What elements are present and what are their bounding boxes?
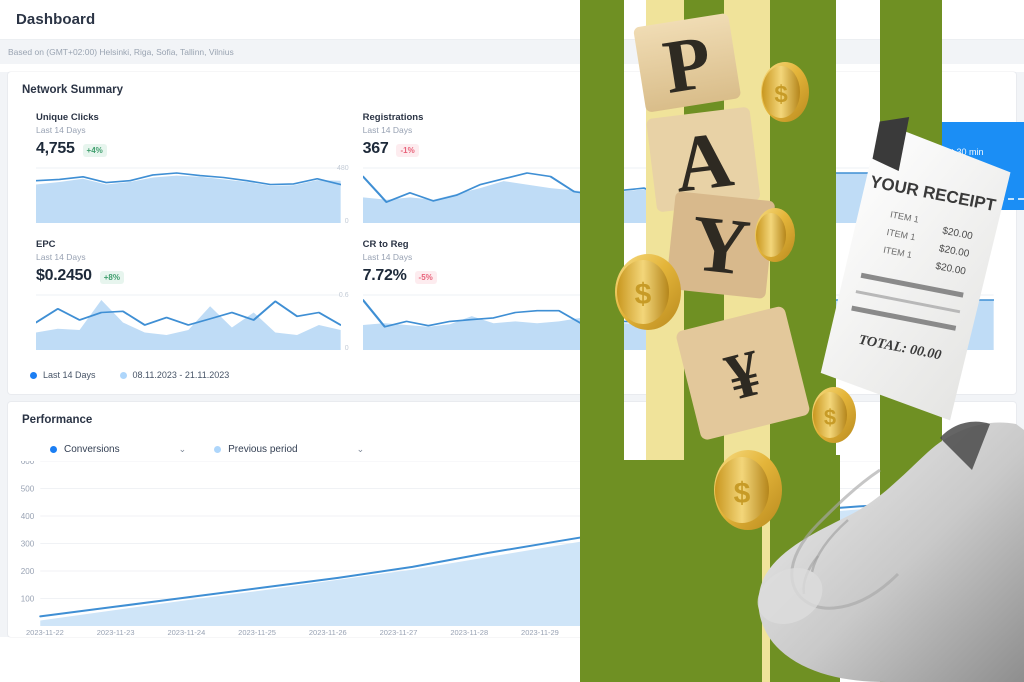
- legend-label: 08.11.2023 - 21.11.2023: [132, 370, 230, 380]
- timezone-note: Based on (GMT+02:00) Helsinki, Riga, Sof…: [8, 47, 234, 57]
- x-tick-label: 2023-11-28: [450, 628, 489, 637]
- metric-sparkline: 0.6 0: [36, 292, 349, 352]
- metric-value-row: $0.2450 +8%: [36, 267, 341, 285]
- summary-legend: Last 14 Days 08.11.2023 - 21.11.2023: [8, 366, 1016, 394]
- metric-delta-badge: -1%: [396, 144, 419, 157]
- svg-text:200: 200: [21, 567, 35, 576]
- legend-color-dot: [119, 371, 127, 379]
- x-tick-label: 2023-11-27: [379, 628, 418, 637]
- metric-period: Last 14 Days: [36, 125, 86, 135]
- compare-select[interactable]: Previous period ⌄: [214, 444, 364, 455]
- chevron-down-icon: ⌄: [178, 444, 187, 454]
- collage-artwork: P A Y ¥ $ $: [580, 0, 1024, 682]
- promo-collage-overlay: P A Y ¥ $ $: [580, 0, 1024, 682]
- timezone-bar: Based on (GMT+02:00) Helsinki, Riga, Sof…: [0, 40, 1024, 64]
- network-summary-header: Network Summary: [8, 72, 1016, 98]
- svg-text:$: $: [774, 81, 788, 108]
- svg-text:$: $: [635, 278, 652, 311]
- chart-controls: Conversions ⌄ Previous period ⌄: [8, 426, 1016, 459]
- metric-card: Unique Clicks Last 14 Days 4,755 +4% 480 0: [22, 106, 349, 233]
- coin: $: [615, 254, 681, 330]
- receipt: YOUR RECEIPT ITEM 1 $20.00 ITEM 1 $20.00…: [820, 117, 1011, 421]
- svg-text:Y: Y: [687, 199, 754, 293]
- top-bar: Dashboard: [0, 0, 1024, 40]
- x-tick-label: 2023-11-29: [521, 628, 559, 637]
- svg-text:600: 600: [21, 461, 35, 466]
- svg-text:$: $: [734, 477, 751, 510]
- metric-name: Registrations: [362, 112, 424, 123]
- metric-delta-badge: -5%: [414, 271, 437, 284]
- metric-period: Last 14 Days: [36, 252, 86, 262]
- coin: $: [812, 387, 856, 443]
- metric-card: EPC Last 14 Days $0.2450 +8% 0.6 0: [22, 233, 349, 360]
- metric-value: 7.72%: [362, 267, 407, 284]
- metric-delta-badge: +4%: [82, 144, 107, 157]
- page-title: Dashboard: [16, 11, 96, 28]
- metric-select-label: Conversions: [64, 444, 120, 455]
- metric-name: EPC: [36, 239, 56, 250]
- metric-name: CR to Reg: [362, 239, 409, 250]
- x-tick-label: 2023-11-24: [167, 628, 206, 637]
- network-summary-title: Network Summary: [22, 84, 123, 96]
- metric-value: 367: [362, 140, 389, 157]
- sparkline-axis-min: 0: [344, 218, 349, 225]
- performance-header: Performance: [8, 402, 1016, 426]
- metric-value: 4,755: [36, 140, 75, 157]
- x-tick-label: 2023-11-25: [238, 628, 276, 637]
- metric-period: Last 14 Days: [362, 252, 413, 262]
- chevron-down-icon: ⌄: [356, 444, 365, 454]
- legend-label: Last 14 Days: [43, 370, 96, 380]
- metric-value-row: 367 -1%: [363, 140, 668, 158]
- metric-value-row: 7.72% -5%: [363, 267, 668, 285]
- sparkline-axis-min: 0: [344, 345, 349, 352]
- svg-text:100: 100: [21, 595, 35, 604]
- coin: [755, 208, 795, 262]
- svg-text:400: 400: [21, 512, 35, 521]
- metric-value-row: 4,755 +4%: [36, 140, 341, 158]
- metric-sparkline: 480 0: [36, 165, 349, 225]
- x-tick-label: 2023-11-22: [26, 628, 64, 637]
- coin: $: [714, 450, 782, 530]
- metric-select[interactable]: Conversions ⌄: [50, 444, 186, 455]
- coin: $: [761, 62, 809, 122]
- metric-value: $0.2450: [36, 267, 92, 284]
- metric-delta-badge: +8%: [99, 271, 124, 284]
- legend-color-dot: [30, 371, 37, 379]
- metric-name: Unique Clicks: [36, 112, 99, 123]
- compare-color-dot: [214, 446, 222, 453]
- sparkline-axis-max: 0.6: [338, 292, 349, 299]
- sparkline-axis-max: 480: [336, 165, 349, 172]
- performance-title: Performance: [22, 414, 93, 426]
- hand: [757, 421, 1024, 682]
- metric-period: Last 14 Days: [362, 125, 413, 135]
- metric-color-dot: [50, 446, 57, 453]
- legend-item[interactable]: Last 14 Days: [30, 370, 96, 380]
- legend-item[interactable]: 08.11.2023 - 21.11.2023: [119, 370, 230, 380]
- x-tick-label: 2023-11-23: [96, 628, 135, 637]
- x-tick-label: 2023-11-26: [308, 628, 347, 637]
- compare-select-label: Previous period: [228, 444, 298, 455]
- svg-text:300: 300: [21, 540, 35, 549]
- svg-text:$: $: [824, 405, 836, 430]
- svg-text:500: 500: [21, 485, 35, 494]
